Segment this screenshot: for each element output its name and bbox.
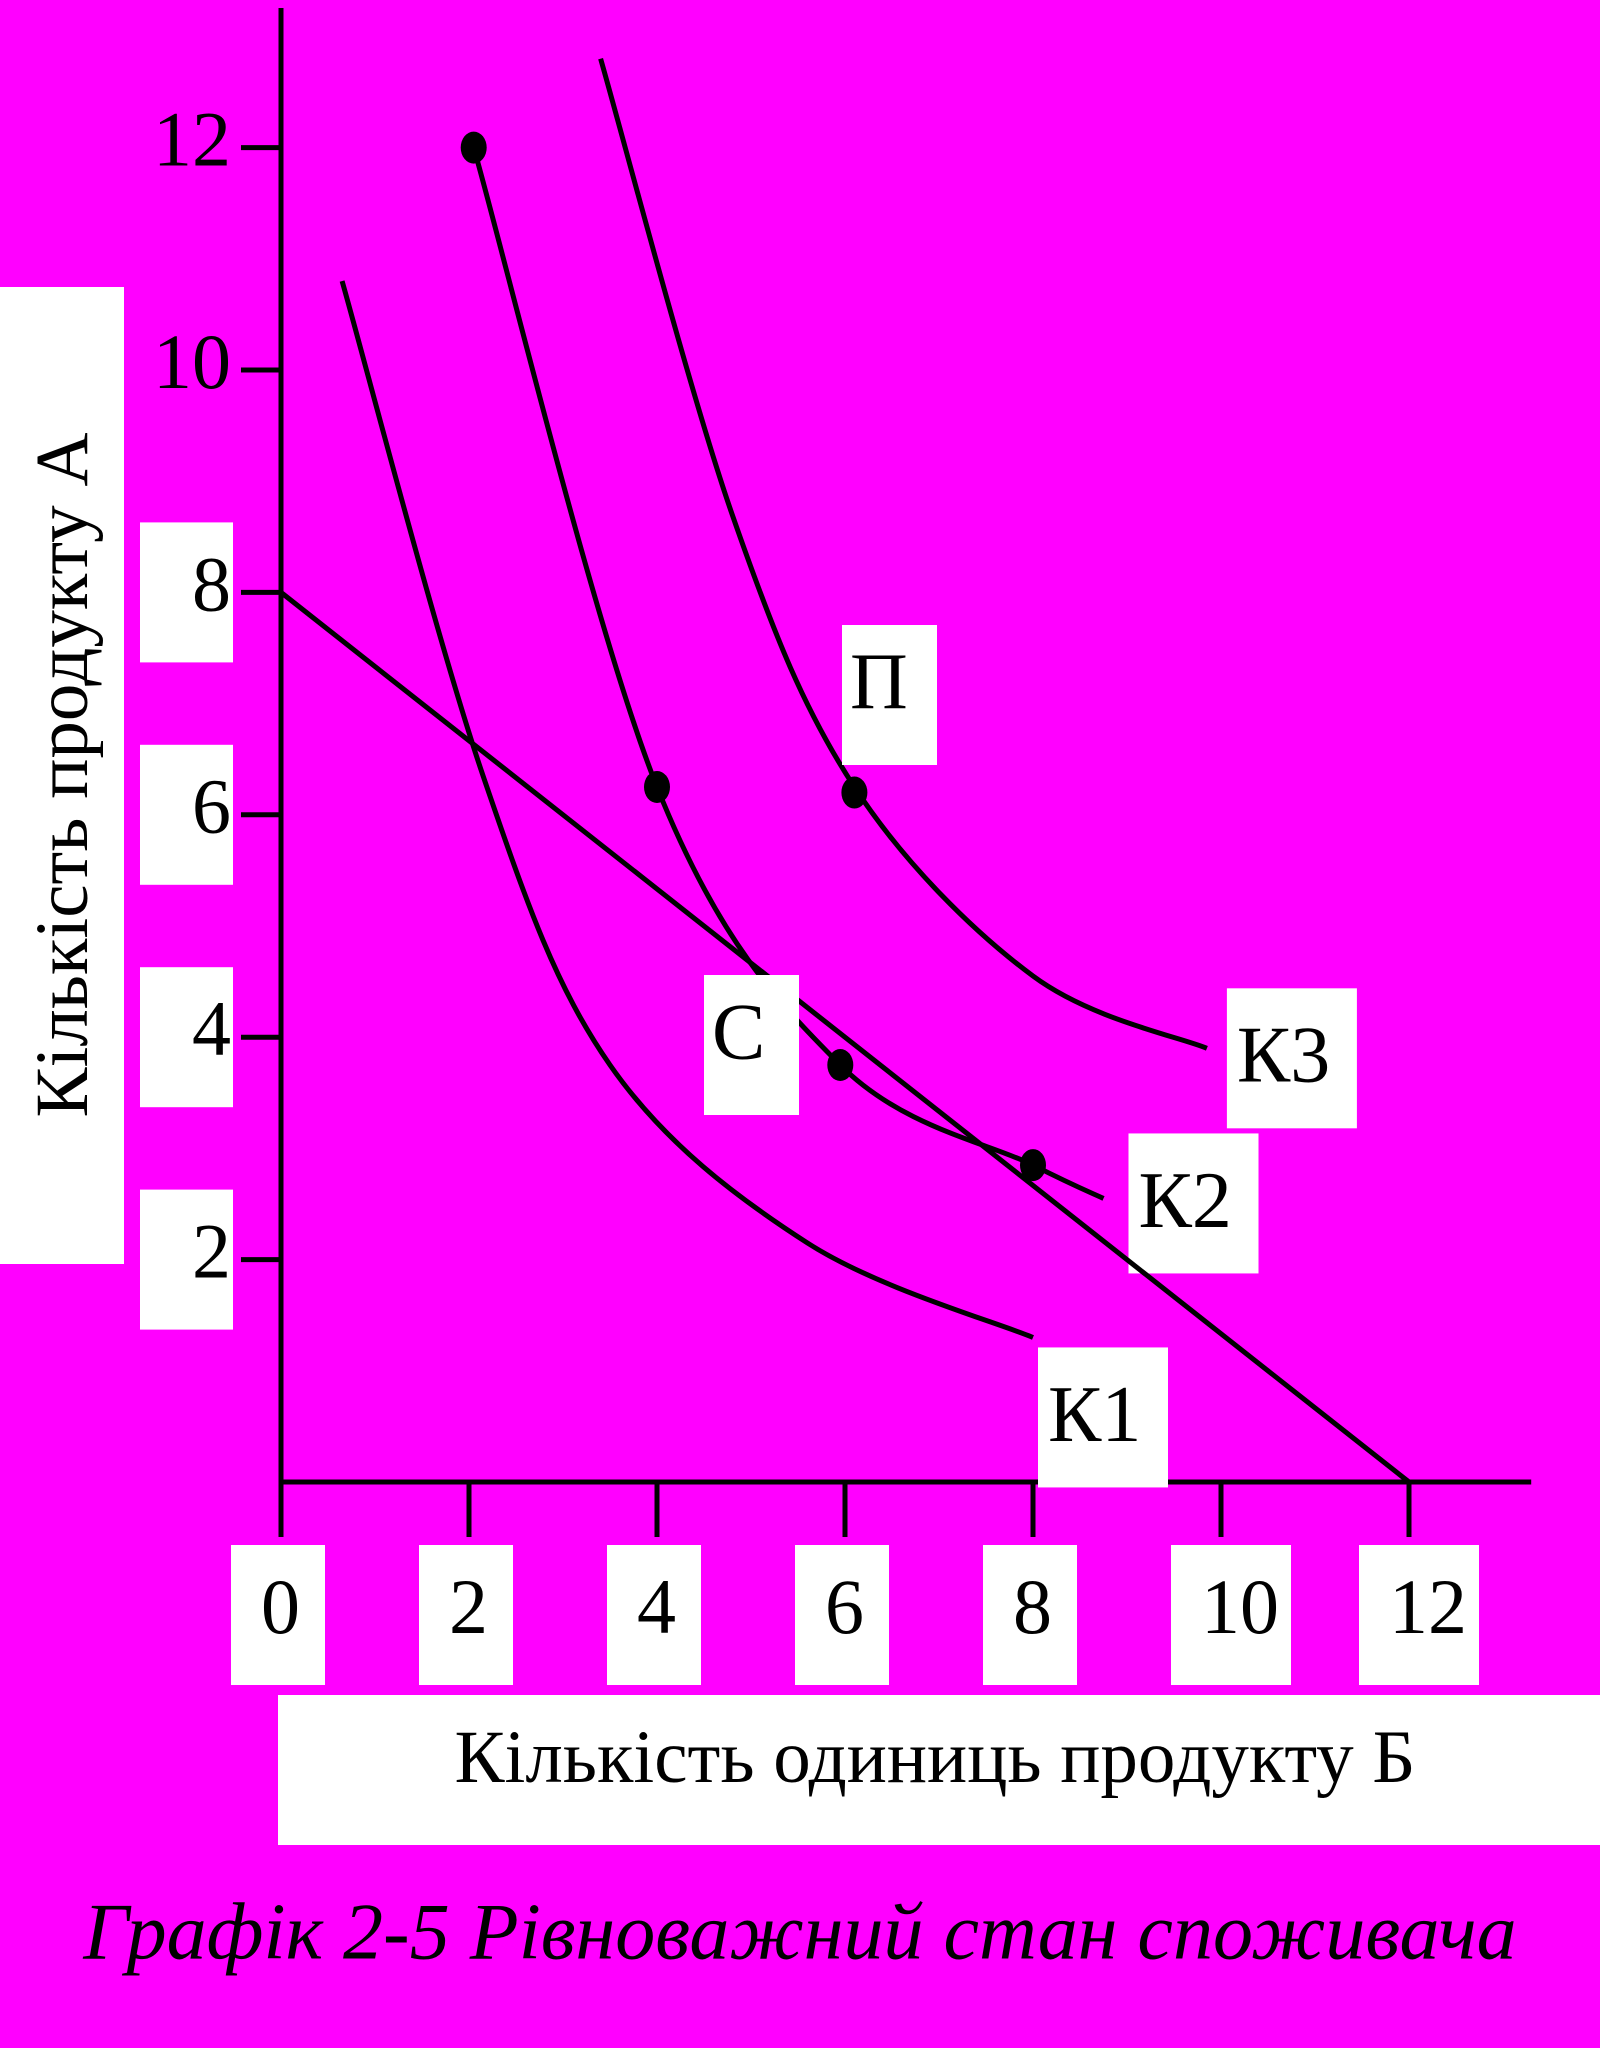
curve	[339, 280, 1034, 1340]
y-tick-label: 4	[192, 985, 231, 1072]
annotation: С	[712, 988, 765, 1076]
point	[644, 771, 670, 803]
tick-box	[983, 1545, 1077, 1685]
x-tick-label: 6	[825, 1563, 864, 1650]
label-box	[1038, 1347, 1168, 1488]
point	[460, 131, 487, 164]
y-tick-label: 12	[153, 96, 231, 183]
x-tick-label: 2	[449, 1563, 488, 1650]
tick-box	[140, 967, 233, 1108]
point	[1020, 1149, 1046, 1182]
y-tick-label: 8	[192, 540, 231, 627]
label-box	[704, 975, 799, 1115]
label-box	[1226, 988, 1357, 1129]
y-label-box	[0, 287, 124, 1264]
curve-label: К1	[1048, 1371, 1141, 1459]
y-tick-label: 6	[192, 763, 231, 850]
x-tick-label: 12	[1389, 1563, 1467, 1650]
tick-box	[795, 1545, 889, 1685]
chart-title: Графік 2-5 Рівноважний стан споживача	[82, 1888, 1516, 1976]
label-box	[1128, 1133, 1259, 1274]
x-tick-label: 10	[1201, 1563, 1279, 1650]
y-tick-label: 10	[153, 318, 231, 405]
label-box	[842, 625, 937, 765]
point	[827, 1049, 854, 1081]
x-tick-label: 4	[637, 1563, 676, 1650]
x-axis-label: Кількість одиниць продукту Б	[455, 1716, 1416, 1799]
tick-box	[140, 744, 233, 885]
tick-box	[607, 1545, 701, 1685]
x-tick-label: 8	[1013, 1563, 1052, 1650]
tick-box	[419, 1545, 513, 1685]
curve-label: К2	[1139, 1157, 1232, 1245]
tick-box	[1359, 1545, 1479, 1685]
curve	[279, 590, 1411, 1484]
tick-box	[1171, 1545, 1291, 1685]
tick-box	[140, 522, 233, 663]
x-tick-label: 0	[261, 1563, 300, 1650]
tick-box	[140, 1189, 233, 1330]
x-label-box	[278, 1695, 1600, 1845]
y-tick-label: 2	[192, 1208, 231, 1295]
curve-label: К3	[1237, 1012, 1330, 1100]
point	[841, 776, 868, 809]
curve	[598, 57, 1208, 1051]
annotation: П	[850, 638, 908, 726]
tick-box	[231, 1545, 325, 1685]
y-axis-label: Кількість продукту А	[21, 432, 104, 1117]
